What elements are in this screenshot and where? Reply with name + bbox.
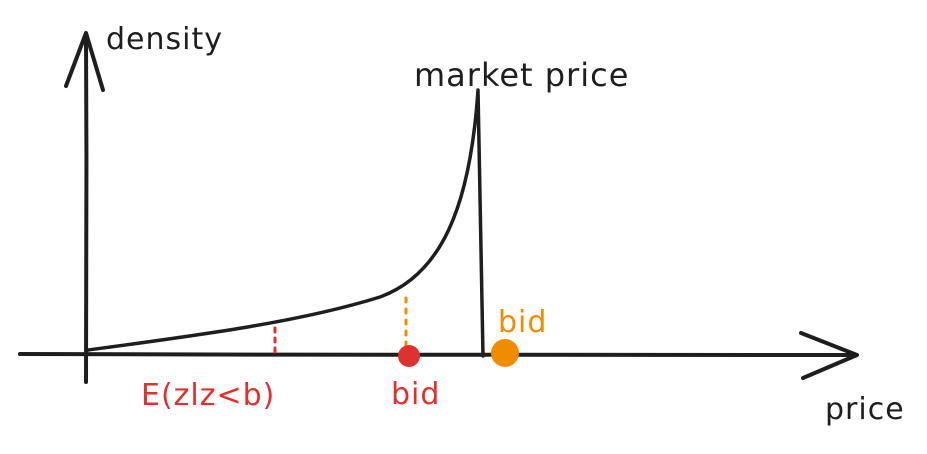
bid-low-dot bbox=[398, 345, 420, 367]
bid-high-label: bid bbox=[498, 305, 547, 340]
x-axis-line bbox=[20, 354, 856, 355]
x-axis-label: price bbox=[825, 392, 905, 427]
y-axis-label: density bbox=[106, 22, 223, 57]
bid-high-dot bbox=[491, 339, 519, 367]
density-curve bbox=[88, 90, 483, 356]
conditional-expectation-label: E(zlz<b) bbox=[141, 378, 275, 413]
market-price-label: market price bbox=[414, 56, 629, 94]
bid-low-label: bid bbox=[391, 377, 440, 412]
